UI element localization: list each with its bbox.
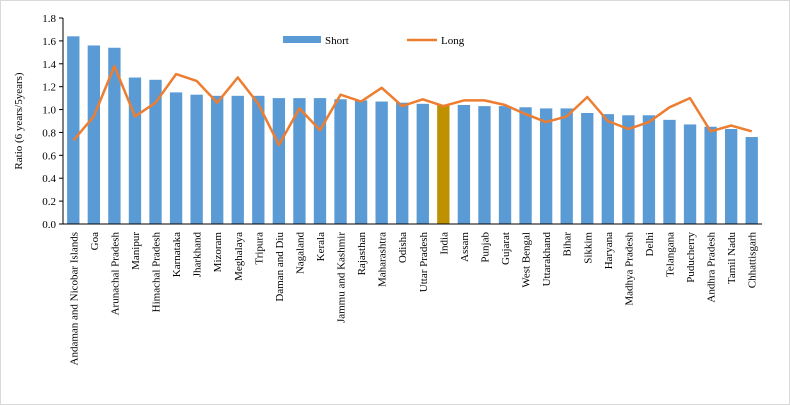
bar-jharkhand <box>190 94 203 224</box>
x-tick-label: Rajasthan <box>356 232 368 276</box>
y-axis-label: Ratio (6 years/5years) <box>13 72 25 169</box>
y-tick-label: 0.2 <box>42 196 56 208</box>
y-tick-label: 1.6 <box>42 36 56 48</box>
x-tick-label: Punjab <box>479 232 491 263</box>
x-tick-label: Jammu and Kashmir <box>336 232 348 323</box>
x-tick-label: Puducherry <box>685 232 697 283</box>
legend-short-swatch <box>283 36 321 43</box>
y-axis: 0.0 0.2 0.4 0.6 0.8 1.0 1.2 1.4 1.6 1.8 <box>42 13 64 231</box>
x-tick-label: Chhattisgarh <box>747 232 759 289</box>
bar-delhi <box>642 115 656 224</box>
x-tick-label: Sikkim <box>582 232 594 264</box>
y-tick-label: 0.6 <box>42 150 56 162</box>
x-tick-label: Bihar <box>562 232 574 257</box>
bar-india <box>437 104 450 224</box>
bar-tripura <box>252 95 265 224</box>
bar-punjab <box>478 106 491 224</box>
y-tick-label: 1.2 <box>42 82 56 94</box>
bar-gujarat <box>498 106 512 224</box>
bar-daman-and-diu <box>272 98 286 224</box>
bar-chhattisgarh <box>745 137 758 224</box>
bar-puducherry <box>683 124 697 224</box>
bar-manipur <box>128 77 142 224</box>
bar-tamil-nadu <box>724 129 738 224</box>
y-tick-label: 0.8 <box>42 127 56 139</box>
bar-jammu-and-kashmir <box>334 99 347 224</box>
y-tick-label: 1.4 <box>42 59 56 71</box>
y-tick-label: 0.0 <box>42 219 56 231</box>
bar-maharashtra <box>375 101 388 224</box>
bar-kerala <box>313 98 327 224</box>
bar-nagaland <box>293 98 306 224</box>
x-tick-label: Arunachal Pradesh <box>109 232 121 316</box>
x-tick-label: Uttarakhand <box>541 232 553 287</box>
y-tick-label: 1.8 <box>42 13 56 25</box>
x-tick-label: Goa <box>89 232 101 250</box>
x-tick-label: Meghalaya <box>233 232 245 281</box>
x-tick-label: Tamil Nadu <box>726 232 738 285</box>
x-tick-label: Telangana <box>664 232 676 277</box>
x-tick-label: Nagaland <box>294 232 306 275</box>
y-tick-label: 0.4 <box>42 173 56 185</box>
bar-rajasthan <box>354 100 368 224</box>
bar-mizoram <box>211 95 224 224</box>
x-tick-label: West Bengal <box>521 232 533 288</box>
x-tick-label: Kerala <box>315 232 327 261</box>
x-tick-label: Madhya Pradesh <box>623 232 635 306</box>
bar-arunachal-pradesh <box>108 47 121 224</box>
bar-karnataka <box>169 92 183 224</box>
x-axis: Andaman and Nicobar Islands Goa Arunachal … <box>68 232 758 366</box>
x-tick-label: Maharashtra <box>377 232 389 287</box>
bar-himachal-pradesh <box>149 79 162 224</box>
bar-assam <box>457 104 471 224</box>
x-tick-label: Karnataka <box>171 232 183 277</box>
x-tick-label: Uttar Pradesh <box>418 232 430 293</box>
x-tick-label: Gujarat <box>500 232 512 265</box>
bar-andaman-and-nicobar-islands <box>67 36 80 224</box>
legend-long-label: Long <box>441 35 465 47</box>
bar-madhya-pradesh <box>622 115 635 224</box>
long-series-line <box>72 64 753 147</box>
x-tick-label: Assam <box>459 232 471 262</box>
x-tick-label: Daman and Diu <box>274 232 286 302</box>
legend-short-label: Short <box>325 35 349 47</box>
bar-sikkim <box>581 112 594 224</box>
bar-odisha <box>396 102 409 224</box>
x-tick-label: Haryana <box>603 232 615 269</box>
x-tick-label: Andhra Pradesh <box>706 232 718 303</box>
x-tick-label: Tripura <box>253 232 265 265</box>
x-tick-label: Mizoram <box>212 232 224 273</box>
x-tick-label: Delhi <box>644 232 656 256</box>
bar-series <box>63 36 762 225</box>
bar-haryana <box>601 114 614 224</box>
bar-meghalaya <box>231 95 244 224</box>
x-tick-label: Jharkhand <box>192 232 204 278</box>
bar-uttar-pradesh <box>416 103 429 224</box>
bar-west-bengal <box>519 107 532 224</box>
legend: Short Long <box>283 35 465 47</box>
bar-bihar <box>560 108 573 224</box>
bar-telangana <box>663 119 676 224</box>
x-tick-label: Andaman and Nicobar Islands <box>68 232 80 366</box>
x-tick-label: Himachal Pradesh <box>151 232 163 313</box>
y-tick-label: 1.0 <box>42 105 56 117</box>
bar-goa <box>87 45 101 224</box>
x-tick-label: Odisha <box>397 232 409 263</box>
bar-uttarakhand <box>539 108 553 224</box>
bar-andhra-pradesh <box>704 126 717 224</box>
line-series <box>72 64 753 147</box>
x-tick-label: India <box>438 232 450 255</box>
x-tick-label: Manipur <box>130 232 142 270</box>
